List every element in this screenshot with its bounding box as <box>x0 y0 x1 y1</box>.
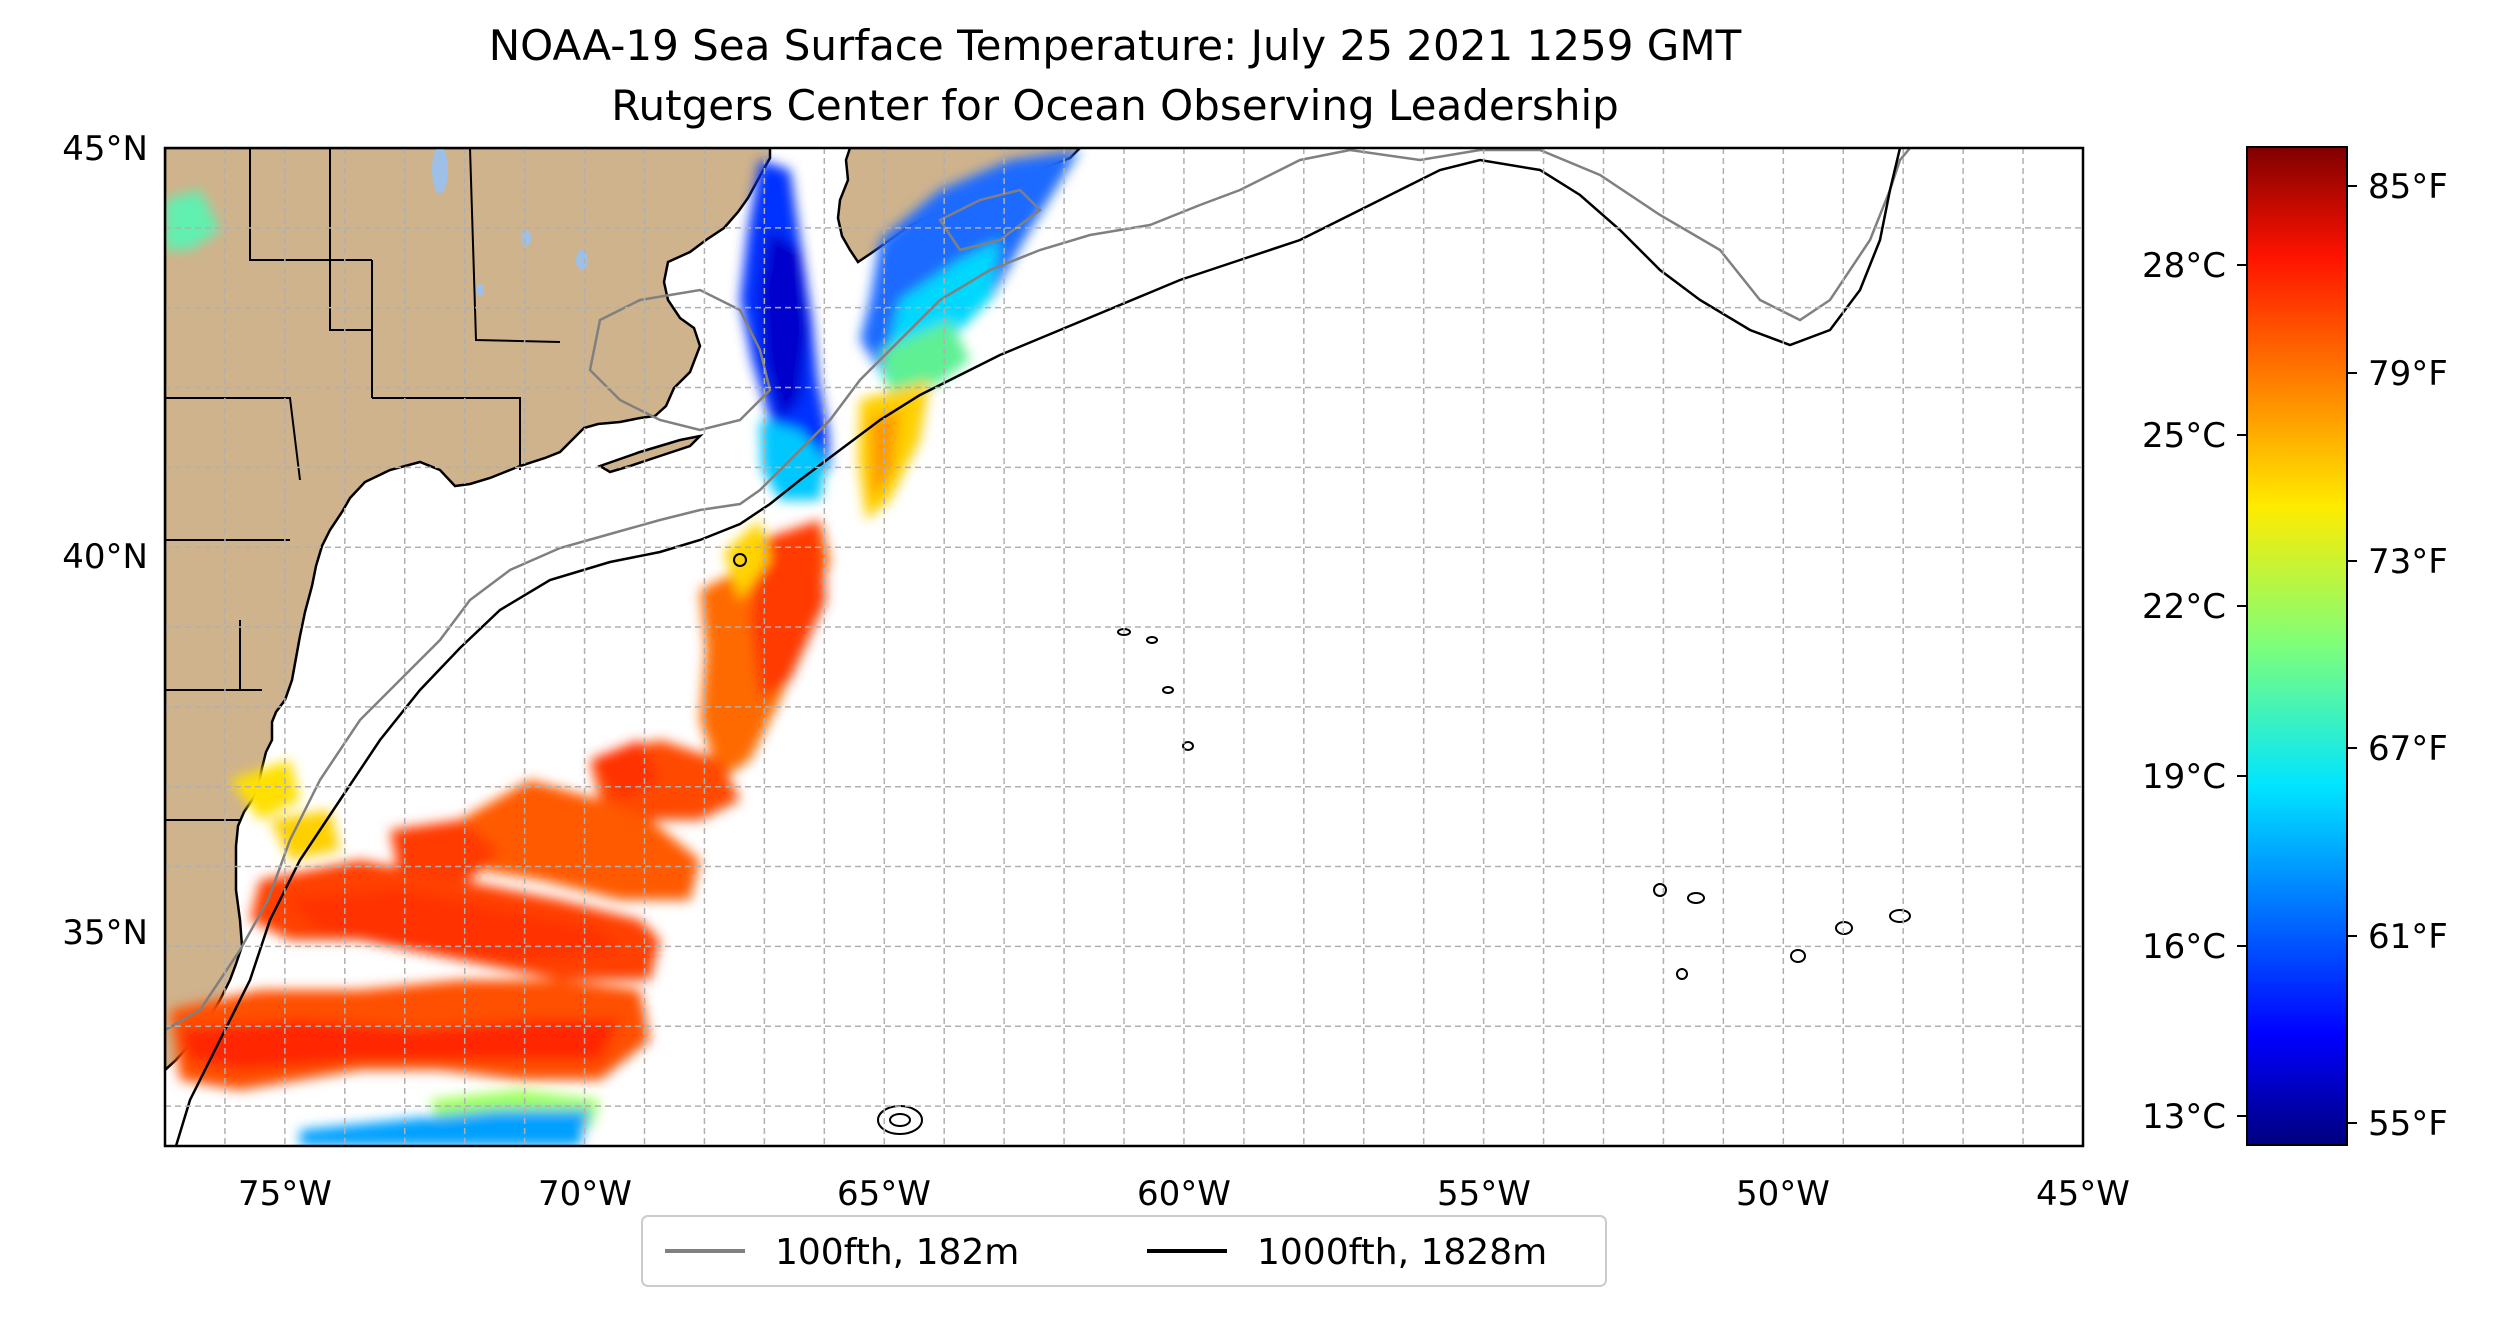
contour-1000fth <box>174 148 1902 1146</box>
lon-tick-label: 55°W <box>1437 1174 1531 1214</box>
lat-axis: 45°N 40°N 35°N <box>62 129 148 953</box>
legend-label-1000fth: 1000fth, 1828m <box>1257 1232 1547 1273</box>
graticule <box>165 148 2083 1146</box>
celsius-ticks: 28°C 25°C 22°C 19°C 16°C 13°C <box>2142 246 2247 1137</box>
lon-tick-label: 75°W <box>238 1174 332 1214</box>
land-new-england <box>165 148 772 1072</box>
celsius-tick-label: 28°C <box>2142 246 2226 286</box>
map-subtitle: Rutgers Center for Ocean Observing Leade… <box>611 81 1619 130</box>
lat-tick-label: 40°N <box>62 537 148 577</box>
celsius-tick-label: 22°C <box>2142 587 2226 627</box>
legend-label-100fth: 100fth, 182m <box>775 1232 1019 1273</box>
map-frame <box>163 146 2085 1148</box>
fahrenheit-tick-label: 55°F <box>2368 1104 2448 1144</box>
lon-tick-label: 70°W <box>538 1174 632 1214</box>
land-long-island <box>597 433 704 474</box>
fahrenheit-tick-label: 61°F <box>2368 917 2448 957</box>
celsius-tick-label: 19°C <box>2142 757 2226 797</box>
lakes <box>432 148 588 296</box>
celsius-tick-label: 13°C <box>2142 1097 2226 1137</box>
celsius-tick-label: 25°C <box>2142 416 2226 456</box>
contour-100fth-gulf-maine <box>588 188 1042 432</box>
legend-box <box>641 1215 1607 1287</box>
colorbar: 28°C 25°C 22°C 19°C 16°C 13°C 85°F 79°F … <box>2142 146 2448 1146</box>
lat-tick-label: 35°N <box>62 913 148 953</box>
lon-tick-label: 45°W <box>2036 1174 2130 1214</box>
lon-tick-label: 60°W <box>1137 1174 1231 1214</box>
fahrenheit-ticks: 85°F 79°F 73°F 67°F 61°F 55°F <box>2347 167 2448 1144</box>
legend: 100fth, 182m 1000fth, 1828m <box>641 1215 1607 1287</box>
contour-100fth <box>165 148 1911 1032</box>
state-boundaries <box>165 148 561 821</box>
lon-tick-label: 65°W <box>837 1174 931 1214</box>
map-title: NOAA-19 Sea Surface Temperature: July 25… <box>488 21 1742 70</box>
fahrenheit-tick-label: 67°F <box>2368 729 2448 769</box>
celsius-tick-label: 16°C <box>2142 927 2226 967</box>
lat-tick-label: 45°N <box>62 129 148 169</box>
fahrenheit-tick-label: 73°F <box>2368 542 2448 582</box>
fahrenheit-tick-label: 79°F <box>2368 354 2448 394</box>
colorbar-gradient <box>2246 146 2348 1146</box>
lon-axis: 75°W 70°W 65°W 60°W 55°W 50°W 45°W <box>238 1174 2130 1214</box>
sst-data-layer <box>165 150 1080 1146</box>
fahrenheit-tick-label: 85°F <box>2368 167 2448 207</box>
lon-tick-label: 50°W <box>1736 1174 1830 1214</box>
